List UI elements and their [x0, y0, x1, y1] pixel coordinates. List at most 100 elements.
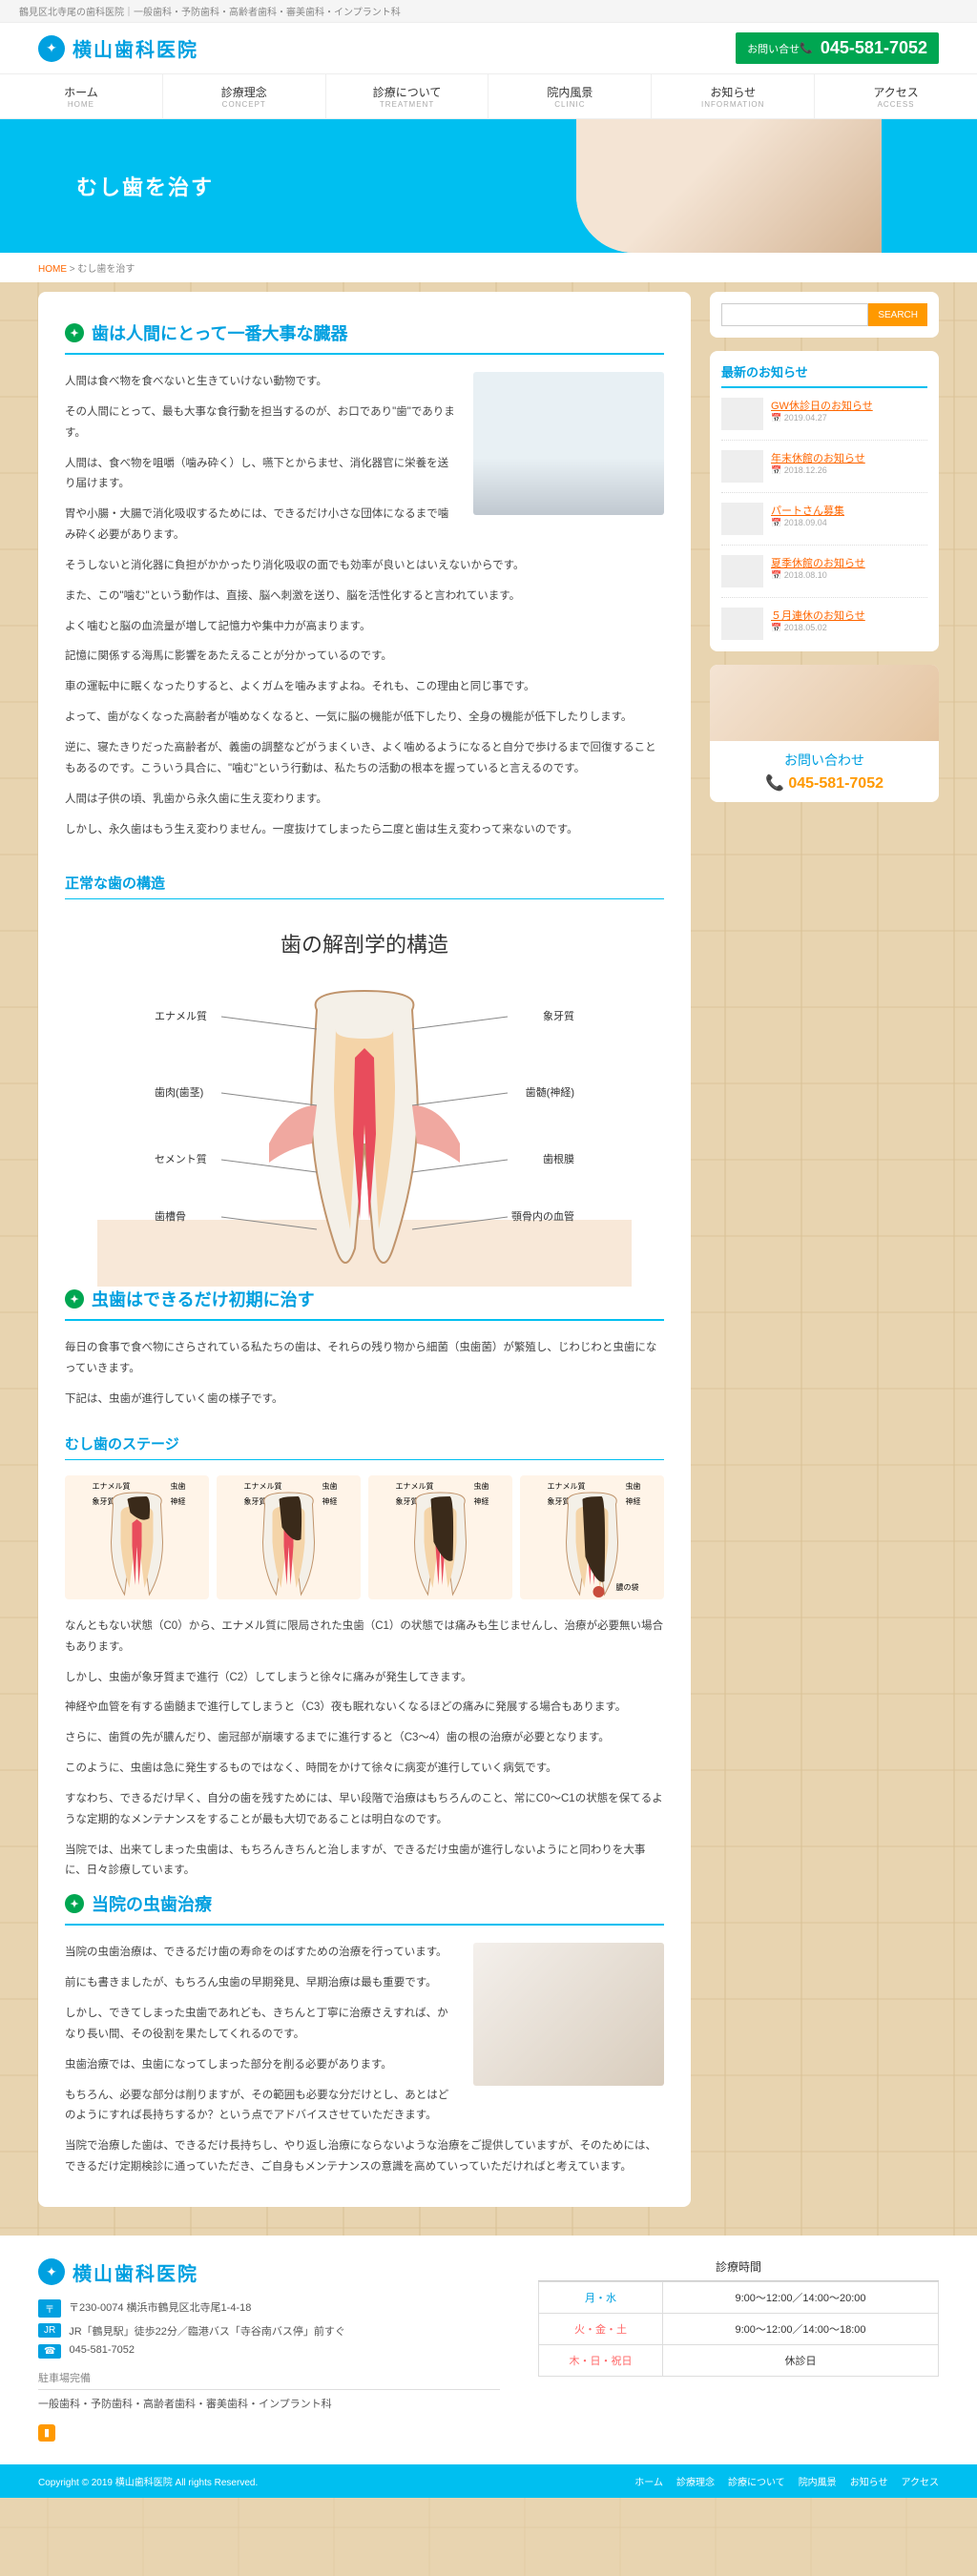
svg-text:虫歯: 虫歯: [171, 1481, 186, 1491]
header-phone: 045-581-7052: [821, 38, 927, 58]
rss-icon[interactable]: ▮: [38, 2424, 55, 2442]
news-item[interactable]: 年末休館のお知らせ📅 2018.12.26: [721, 450, 927, 493]
footer-logo[interactable]: ✦ 横山歯科医院: [38, 2258, 500, 2286]
footer-nav-item[interactable]: 院内風景: [799, 2474, 837, 2488]
svg-text:歯肉(歯茎): 歯肉(歯茎): [155, 1086, 203, 1099]
nav-item-clinic[interactable]: 院内風景CLINIC: [488, 74, 652, 118]
section1-heading: ✦ 歯は人間にとって一番大事な臓器: [65, 320, 664, 355]
section1-paragraph: 記憶に関係する海馬に影響をあたえることが分かっているのです。: [65, 647, 664, 668]
news-thumb: [721, 398, 763, 430]
hours-title: 診療時間: [538, 2258, 939, 2281]
copyright-text: Copyright © 2019 横山歯科医院 All rights Reser…: [38, 2474, 258, 2488]
section2-paragraph: このように、虫歯は急に発生するものではなく、時間をかけて徐々に病変が進行していく…: [65, 1759, 664, 1780]
news-link[interactable]: GW休診日のお知らせ: [771, 398, 873, 413]
news-link[interactable]: パートさん募集: [771, 503, 844, 518]
section2-paragraph: 下記は、虫歯が進行していく歯の様子です。: [65, 1390, 664, 1411]
svg-text:エナメル質: エナメル質: [244, 1481, 282, 1491]
svg-text:セメント質: セメント質: [155, 1152, 207, 1165]
news-thumb: [721, 503, 763, 535]
section2-paragraph: 神経や血管を有する歯髄まで進行してしまうと（C3）夜も眠れないくなるほどの痛みに…: [65, 1698, 664, 1719]
sidebar: SEARCH 最新のお知らせ GW休診日のお知らせ📅 2019.04.27 年末休…: [710, 292, 939, 2207]
header-contact-button[interactable]: お問い合せ 📞 045-581-7052: [736, 32, 939, 64]
svg-text:象牙質: 象牙質: [543, 1009, 574, 1022]
hero: むし歯を治す: [0, 119, 977, 253]
news-thumb: [721, 608, 763, 640]
nav-item-access[interactable]: アクセスACCESS: [815, 74, 977, 118]
svg-text:象牙質: 象牙質: [548, 1496, 571, 1506]
svg-text:虫歯: 虫歯: [322, 1481, 338, 1491]
cavity-stages-row: エナメル質 虫歯 象牙質 神経 エナメル質 虫歯 象牙質 神経 エナメル質 虫歯 象牙質 神…: [65, 1475, 664, 1599]
news-link[interactable]: 年末休館のお知らせ: [771, 450, 865, 465]
news-item[interactable]: パートさん募集📅 2018.09.04: [721, 503, 927, 546]
section1-paragraph: 人間は子供の頃、乳歯から永久歯に生え変わります。: [65, 790, 664, 811]
svg-text:象牙質: 象牙質: [244, 1496, 267, 1506]
footer-site-name: 横山歯科医院: [73, 2258, 198, 2286]
breadcrumb-sep: >: [70, 264, 75, 275]
cavity-stage-2: エナメル質 虫歯 象牙質 神経: [217, 1475, 361, 1599]
main-content: ✦ 歯は人間にとって一番大事な臓器 人間は食べ物を食べないと生きていけない動物で…: [38, 292, 691, 2207]
news-item[interactable]: GW休診日のお知らせ📅 2019.04.27: [721, 398, 927, 441]
svg-text:神経: 神経: [626, 1496, 641, 1506]
footer-nav-item[interactable]: ホーム: [634, 2474, 663, 2488]
hero-image: [576, 119, 882, 253]
svg-text:神経: 神経: [322, 1496, 338, 1506]
search-input[interactable]: [721, 303, 868, 326]
logo-icon: ✦: [38, 2258, 65, 2285]
svg-text:エナメル質: エナメル質: [396, 1481, 434, 1491]
news-date: 📅 2018.12.26: [771, 465, 865, 476]
footer-nav-item[interactable]: お知らせ: [850, 2474, 888, 2488]
news-link[interactable]: 夏季休館のお知らせ: [771, 555, 865, 570]
footer-nav-item[interactable]: アクセス: [902, 2474, 940, 2488]
section1-sub1: 正常な歯の構造: [65, 873, 664, 899]
svg-text:顎骨内の血管: 顎骨内の血管: [511, 1209, 574, 1223]
section1-paragraph: 車の運転中に眠くなったりすると、よくガムを噛みますよね。それも、この理由と同じ事…: [65, 677, 664, 698]
tooth-icon: ✦: [65, 1894, 84, 1913]
top-bar: 鶴見区北寺尾の歯科医院｜一般歯科・予防歯科・高齢者歯科・審美歯科・インプラント科: [0, 0, 977, 23]
svg-text:エナメル質: エナメル質: [548, 1481, 586, 1491]
tooth-icon: ✦: [65, 323, 84, 342]
news-link[interactable]: ５月連休のお知らせ: [771, 608, 865, 623]
news-title: 最新のお知らせ: [721, 362, 927, 388]
breadcrumb-home[interactable]: HOME: [38, 264, 67, 275]
section1-paragraph: そうしないと消化器に負担がかかったり消化吸収の面でも効率が良いとはいえないからで…: [65, 556, 664, 577]
hours-row: 木・日・祝日休診日: [539, 2344, 939, 2376]
contact-box-title: お問い合わせ: [719, 751, 929, 770]
hours-table: 月・水9:00〜12:00／14:00〜20:00火・金・土9:00〜12:00…: [538, 2281, 939, 2377]
news-date: 📅 2018.08.10: [771, 570, 865, 581]
section2-paragraph: すなわち、できるだけ早く、自分の歯を残すためには、早い段階で治療はもちろんのこと…: [65, 1789, 664, 1831]
phone-icon: 📞: [800, 42, 813, 54]
section2-paragraph: なんともない状態（C0）から、エナメル質に限局された虫歯（C1）の状態では痛みも…: [65, 1617, 664, 1659]
sidebar-contact-box[interactable]: お問い合わせ 📞 045-581-7052: [710, 665, 939, 802]
footer-tel: 045-581-7052: [69, 2344, 135, 2356]
svg-text:歯根膜: 歯根膜: [543, 1152, 574, 1165]
footer-train: JR「鶴見駅」徒歩22分／臨港バス「寺谷南バス停」前すぐ: [69, 2323, 345, 2339]
section2-paragraph: しかし、虫歯が象牙質まで進行（C2）してしまうと徐々に痛みが発生してきます。: [65, 1668, 664, 1689]
nav-item-home[interactable]: ホームHOME: [0, 74, 163, 118]
section2-sub1: むし歯のステージ: [65, 1433, 664, 1460]
header: ✦ 横山歯科医院 お問い合せ 📞 045-581-7052: [0, 23, 977, 73]
svg-text:象牙質: 象牙質: [93, 1496, 115, 1506]
logo-icon: ✦: [38, 35, 65, 62]
svg-text:象牙質: 象牙質: [396, 1496, 419, 1506]
news-item[interactable]: 夏季休館のお知らせ📅 2018.08.10: [721, 555, 927, 598]
footer-nav-item[interactable]: 診療について: [728, 2474, 785, 2488]
section3-paragraph: もちろん、必要な部分は削りますが、その範囲も必要な分だけとし、あとはどのようにす…: [65, 2086, 664, 2128]
footer-nav-item[interactable]: 診療理念: [676, 2474, 715, 2488]
parking-label: 駐車場完備: [38, 2366, 500, 2390]
contact-box-image: [710, 665, 939, 741]
news-item[interactable]: ５月連休のお知らせ📅 2018.05.02: [721, 608, 927, 640]
section1-paragraph: また、この"噛む"という動作は、直接、脳へ刺激を送り、脳を活性化すると言われてい…: [65, 587, 664, 608]
nav-item-concept[interactable]: 診療理念CONCEPT: [163, 74, 326, 118]
news-box: 最新のお知らせ GW休診日のお知らせ📅 2019.04.27年末休館のお知らせ📅…: [710, 351, 939, 651]
section2-paragraph: さらに、歯質の先が膿んだり、歯冠部が崩壊するまでに進行すると（C3〜4）歯の根の…: [65, 1728, 664, 1749]
nav-item-treatment[interactable]: 診療についてTREATMENT: [326, 74, 489, 118]
logo[interactable]: ✦ 横山歯科医院: [38, 34, 198, 62]
main-nav: ホームHOME診療理念CONCEPT診療についてTREATMENT院内風景CLI…: [0, 73, 977, 119]
svg-text:エナメル質: エナメル質: [93, 1481, 131, 1491]
contact-label: お問い合せ: [747, 41, 800, 56]
tooth-svg: エナメル質歯肉(歯茎)セメント質歯槽骨象牙質歯髄(神経)歯根膜顎骨内の血管: [65, 972, 664, 1287]
search-button[interactable]: SEARCH: [868, 303, 927, 326]
site-name: 横山歯科医院: [73, 34, 198, 62]
nav-item-information[interactable]: お知らせINFORMATION: [652, 74, 815, 118]
news-thumb: [721, 450, 763, 483]
